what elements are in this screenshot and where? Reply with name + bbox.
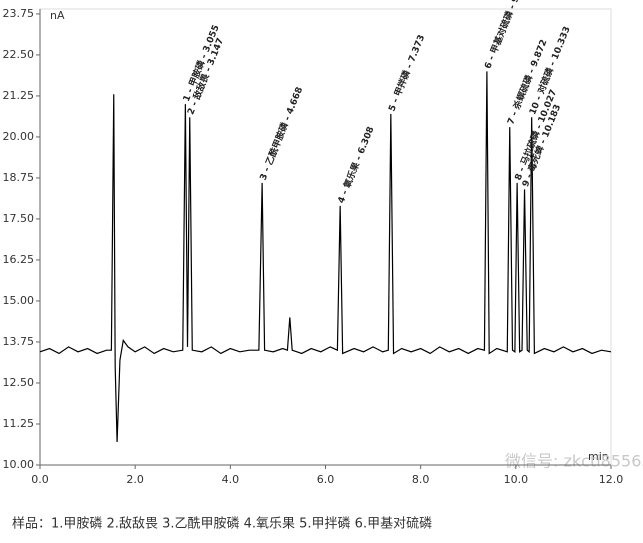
caption: 样品：1.甲胺磷 2.敌敌畏 3.乙酰甲胺磷 4.氧乐果 5.甲拌磷 6.甲基对…	[12, 517, 432, 532]
y-tick-label: 16.25	[3, 253, 35, 266]
x-tick-label: 6.0	[317, 473, 335, 486]
y-tick-label: 17.50	[3, 212, 35, 225]
peak-label: 3 - 乙酰甲胺磷 - 4.668	[257, 85, 305, 182]
x-tick-label: 4.0	[222, 473, 240, 486]
x-tick-label: 2.0	[126, 473, 144, 486]
y-tick-label: 13.75	[3, 335, 35, 348]
y-tick-label: 20.00	[3, 130, 35, 143]
y-tick-label: 18.75	[3, 171, 35, 184]
y-tick-label: 22.50	[3, 48, 35, 61]
trace-line	[39, 71, 612, 443]
y-tick-label: 15.00	[3, 294, 35, 307]
x-axis-label: min	[588, 450, 609, 463]
x-tick-label: 0.0	[31, 473, 49, 486]
peak-label: 6 - 甲基对硫磷 - 9.392	[482, 0, 530, 70]
y-tick-label: 11.25	[3, 417, 35, 430]
y-axis-label: nA	[50, 9, 65, 22]
peak-label: 5 - 甲拌磷 - 7.373	[385, 33, 427, 113]
y-tick-label: 10.00	[3, 458, 35, 471]
y-tick-label: 23.75	[3, 7, 35, 20]
x-tick-label: 12.0	[599, 473, 624, 486]
watermark: 微信号: zkcti8556555	[505, 452, 643, 471]
peak-label: 4 - 氧乐果 - 6.308	[335, 125, 377, 205]
y-tick-label: 21.25	[3, 89, 35, 102]
x-tick-label: 8.0	[412, 473, 430, 486]
x-tick-label: 10.0	[504, 473, 529, 486]
y-tick-label: 12.50	[3, 376, 35, 389]
